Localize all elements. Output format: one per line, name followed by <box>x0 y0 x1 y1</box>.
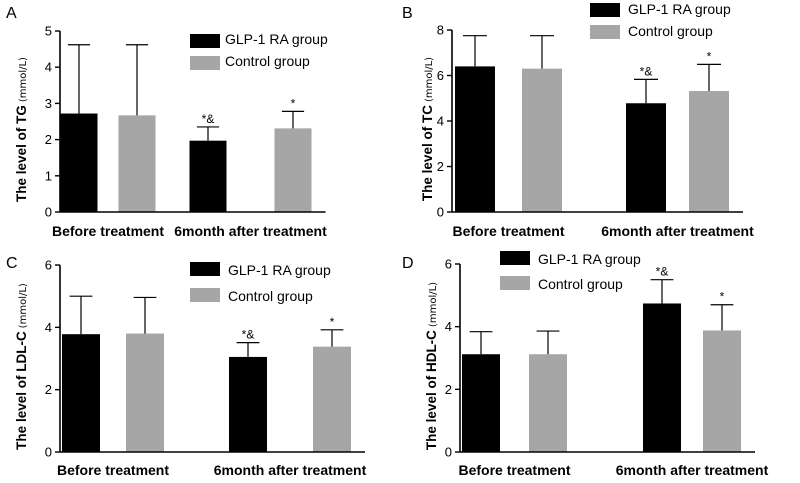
bar-glp1-after <box>229 356 267 452</box>
legend-swatch-control <box>590 25 620 39</box>
y-tick-label: 2 <box>45 382 52 397</box>
y-tick-label: 4 <box>45 320 52 335</box>
bar-glp1-after <box>643 303 681 452</box>
x-category-label: 6month after treatment <box>616 462 769 478</box>
y-tick-label: 8 <box>437 23 444 38</box>
legend-swatch-control <box>190 56 220 70</box>
y-axis-title: The level of HDL-C (mmol/L) <box>424 282 439 450</box>
legend-swatch-glp1 <box>500 251 530 265</box>
y-tick-label: 2 <box>445 382 452 397</box>
significance-label: * <box>291 96 296 110</box>
significance-label: *& <box>656 265 669 279</box>
bar-glp1-before <box>455 66 495 213</box>
significance-label: * <box>707 49 712 63</box>
panel-label: A <box>6 5 17 22</box>
bar-control-before <box>118 115 156 212</box>
bar-control-after <box>689 90 729 212</box>
legend-swatch-glp1 <box>190 34 220 48</box>
y-tick-label: 4 <box>437 114 444 129</box>
y-tick-label: 6 <box>45 258 52 273</box>
y-tick-label: 6 <box>437 68 444 83</box>
y-axis-unit: (mmol/L) <box>424 57 435 102</box>
y-axis-title-text: The level of TC <box>420 105 435 201</box>
bar-glp1-after <box>626 103 666 212</box>
legend-label: Control group <box>225 53 310 69</box>
y-axis-unit: (mmol/L) <box>428 282 439 327</box>
y-tick-label: 0 <box>445 445 452 460</box>
legend-swatch-control <box>190 288 220 302</box>
legend-label: GLP-1 RA group <box>228 262 331 278</box>
bar-control-after <box>703 330 741 452</box>
bar-glp1-after <box>189 140 227 212</box>
legend-swatch-glp1 <box>190 262 220 276</box>
x-category-label: Before treatment <box>452 223 564 239</box>
y-axis-title-text: The level of HDL-C <box>424 330 439 450</box>
significance-label: *& <box>202 112 215 126</box>
y-tick-label: 1 <box>45 168 52 183</box>
y-tick-label: 4 <box>45 60 52 75</box>
y-axis-title: The level of TG (mmol/L) <box>14 57 29 202</box>
significance-label: *& <box>640 64 653 78</box>
x-category-label: Before treatment <box>57 462 169 478</box>
panel-label: D <box>402 255 414 272</box>
y-axis-title: The level of TC (mmol/L) <box>420 57 435 201</box>
x-category-label: 6month after treatment <box>174 223 327 239</box>
legend-label: Control group <box>228 288 313 304</box>
legend-label: Control group <box>538 276 623 292</box>
bar-control-before <box>529 354 567 452</box>
y-axis-unit: (mmol/L) <box>18 57 29 102</box>
y-tick-label: 4 <box>445 319 452 334</box>
y-tick-label: 2 <box>437 159 444 174</box>
x-category-label: 6month after treatment <box>214 462 367 478</box>
significance-label: * <box>330 315 335 329</box>
bar-glp1-before <box>62 334 100 452</box>
x-category-label: 6month after treatment <box>601 223 754 239</box>
bar-glp1-before <box>462 354 500 452</box>
bar-control-before <box>126 333 164 452</box>
significance-label: *& <box>242 328 255 342</box>
legend-label: GLP-1 RA group <box>225 31 328 47</box>
significance-label: * <box>720 290 725 304</box>
legend-swatch-glp1 <box>590 3 620 17</box>
chart-panel-d: D *& * 0 2 4 6 Before treatment 6month after tre… <box>402 251 769 478</box>
y-axis-unit: (mmol/L) <box>18 283 29 328</box>
bar-control-before <box>522 68 562 212</box>
y-axis-title-text: The level of LDL-C <box>14 331 29 450</box>
y-tick-label: 3 <box>45 96 52 111</box>
bar-control-after <box>313 346 351 452</box>
y-axis-title-text: The level of TG <box>14 105 29 202</box>
chart-panel-a: A *& * 0 1 2 3 4 5 Before treatment 6month after t… <box>6 5 328 239</box>
y-tick-label: 0 <box>437 205 444 220</box>
x-category-label: Before treatment <box>458 462 570 478</box>
y-tick-label: 5 <box>45 24 52 39</box>
y-tick-label: 2 <box>45 132 52 147</box>
y-tick-label: 0 <box>45 445 52 460</box>
legend-label: GLP-1 RA group <box>538 251 641 267</box>
chart-panel-b: B *& * 0 2 4 6 8 Before treatment 6month after tr… <box>402 1 754 239</box>
legend-label: Control group <box>628 23 713 39</box>
legend-label: GLP-1 RA group <box>628 1 731 17</box>
y-axis-title: The level of LDL-C (mmol/L) <box>14 283 29 450</box>
bar-glp1-before <box>60 113 98 212</box>
legend-swatch-control <box>500 276 530 290</box>
y-tick-label: 6 <box>445 257 452 272</box>
panel-label: B <box>402 5 413 22</box>
bar-control-after <box>274 128 312 212</box>
x-category-label: Before treatment <box>52 223 164 239</box>
panel-label: C <box>6 255 18 272</box>
chart-panel-c: C *& * 0 2 4 6 Before treatment 6month after tre… <box>6 255 367 478</box>
y-tick-label: 0 <box>45 205 52 220</box>
